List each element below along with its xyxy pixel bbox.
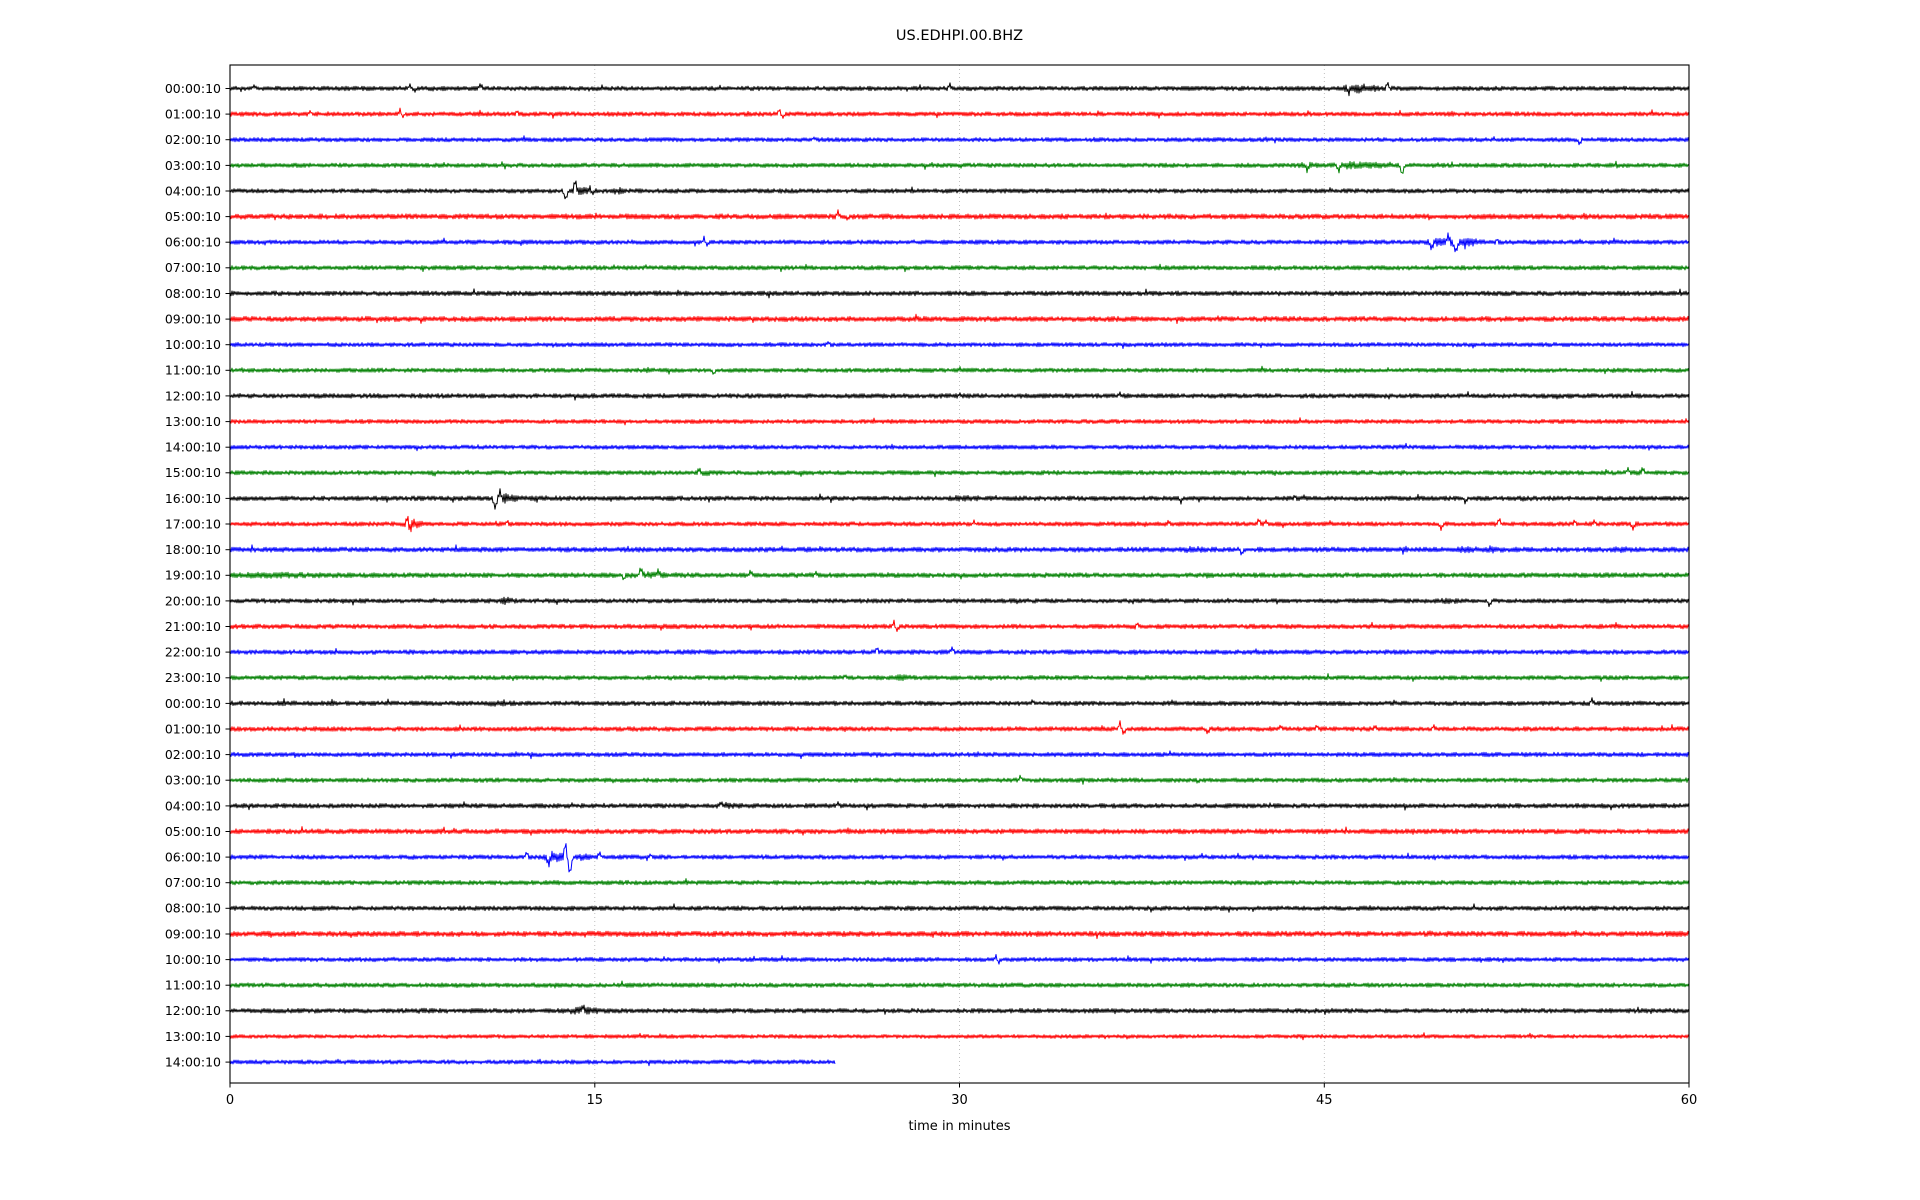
seismogram-trace-26	[229, 750, 1690, 760]
seismogram-trace-18	[229, 544, 1690, 556]
seismogram-trace-12	[229, 390, 1690, 401]
seismogram-trace-24	[229, 697, 1690, 707]
seismogram-trace-2	[229, 135, 1690, 146]
seismogram-trace-28	[229, 801, 1690, 811]
y-tick-label-8: 08:00:10	[165, 286, 221, 301]
y-tick-label-15: 15:00:10	[165, 465, 221, 480]
seismogram-trace-21	[229, 619, 1690, 632]
y-tick-label-5: 05:00:10	[165, 209, 221, 224]
y-tick-label-10: 10:00:10	[165, 337, 221, 352]
y-tick-label-26: 02:00:10	[165, 747, 221, 762]
y-tick-label-25: 01:00:10	[165, 721, 221, 736]
seismogram-trace-16	[229, 488, 1690, 510]
y-tick-label-16: 16:00:10	[165, 491, 221, 506]
y-tick-label-24: 00:00:10	[165, 696, 221, 711]
seismogram-trace-33	[229, 930, 1690, 940]
y-tick-label-23: 23:00:10	[165, 670, 221, 685]
x-tick-label-15: 15	[587, 1093, 604, 1108]
y-tick-label-34: 10:00:10	[165, 952, 221, 967]
seismogram-trace-7	[229, 263, 1690, 273]
y-tick-label-35: 11:00:10	[165, 978, 221, 993]
y-tick-label-14: 14:00:10	[165, 440, 221, 455]
seismogram-trace-27	[229, 774, 1690, 785]
y-tick-label-12: 12:00:10	[165, 388, 221, 403]
seismogram-trace-17	[229, 515, 1690, 533]
y-tick-label-36: 12:00:10	[165, 1003, 221, 1018]
x-axis-label: time in minutes	[908, 1119, 1011, 1134]
y-tick-label-2: 02:00:10	[165, 132, 221, 147]
seismogram-trace-25	[229, 720, 1690, 735]
y-tick-label-33: 09:00:10	[165, 926, 221, 941]
y-tick-label-9: 09:00:10	[165, 312, 221, 327]
y-tick-label-27: 03:00:10	[165, 773, 221, 788]
y-tick-label-0: 00:00:10	[165, 81, 221, 96]
seismogram-trace-9	[229, 313, 1690, 324]
seismogram-trace-22	[229, 646, 1690, 656]
seismogram-trace-37	[229, 1032, 1690, 1041]
seismogram-trace-15	[229, 466, 1690, 478]
y-tick-label-1: 01:00:10	[165, 107, 221, 122]
seismogram-trace-1	[229, 107, 1690, 119]
y-tick-label-32: 08:00:10	[165, 901, 221, 916]
seismogram-trace-31	[229, 878, 1690, 886]
y-tick-label-11: 11:00:10	[165, 363, 221, 378]
x-tick-label-45: 45	[1316, 1093, 1333, 1108]
seismogram-trace-8	[229, 288, 1690, 299]
seismogram-trace-0	[229, 82, 1690, 97]
seismogram-trace-10	[229, 341, 1690, 349]
y-tick-label-38: 14:00:10	[165, 1055, 221, 1070]
y-tick-label-18: 18:00:10	[165, 542, 221, 557]
seismogram-trace-32	[229, 903, 1690, 913]
chart-title: US.EDHPI.00.BHZ	[895, 28, 1024, 44]
y-tick-label-6: 06:00:10	[165, 235, 221, 250]
y-tick-label-31: 07:00:10	[165, 875, 221, 890]
seismogram-trace-14	[229, 442, 1690, 452]
x-tick-label-30: 30	[951, 1093, 968, 1108]
seismogram-trace-5	[229, 209, 1690, 221]
y-tick-label-3: 03:00:10	[165, 158, 221, 173]
seismogram-trace-20	[229, 596, 1690, 608]
y-tick-label-37: 13:00:10	[165, 1029, 221, 1044]
seismogram-trace-38	[229, 1058, 836, 1067]
seismogram-trace-11	[229, 365, 1690, 375]
x-tick-label-60: 60	[1681, 1093, 1698, 1108]
y-tick-label-17: 17:00:10	[165, 516, 221, 531]
seismogram-trace-13	[229, 417, 1690, 426]
y-tick-label-22: 22:00:10	[165, 645, 221, 660]
y-tick-label-7: 07:00:10	[165, 260, 221, 275]
y-tick-label-29: 05:00:10	[165, 824, 221, 839]
seismogram-trace-3	[229, 160, 1690, 174]
seismogram-trace-19	[229, 567, 1690, 581]
seismogram-trace-6	[229, 232, 1690, 253]
seismogram-trace-34	[229, 954, 1690, 965]
y-tick-label-4: 04:00:10	[165, 183, 221, 198]
y-tick-label-19: 19:00:10	[165, 568, 221, 583]
x-tick-label-0: 0	[226, 1093, 234, 1108]
seismogram-trace-29	[229, 826, 1690, 836]
y-tick-label-20: 20:00:10	[165, 593, 221, 608]
seismogram-trace-4	[229, 180, 1690, 200]
y-tick-label-30: 06:00:10	[165, 850, 221, 865]
y-tick-label-13: 13:00:10	[165, 414, 221, 429]
seismogram-trace-30	[229, 843, 1690, 873]
y-tick-label-28: 04:00:10	[165, 798, 221, 813]
seismogram-trace-23	[229, 673, 1690, 682]
seismogram-trace-36	[229, 1004, 1690, 1015]
seismogram-trace-35	[229, 980, 1690, 989]
y-tick-label-21: 21:00:10	[165, 619, 221, 634]
